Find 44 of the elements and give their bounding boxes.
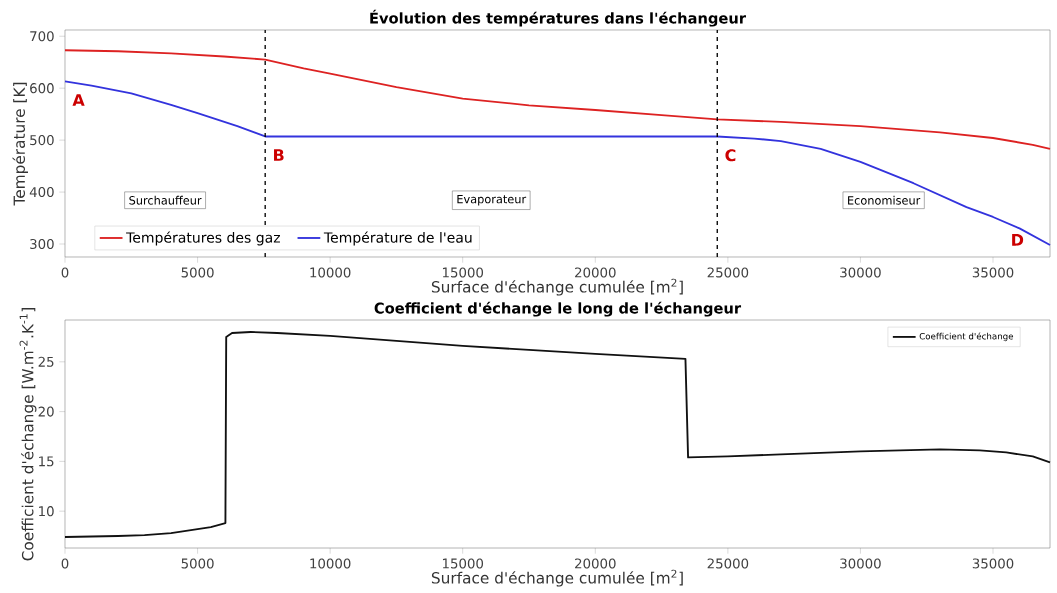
x-tick-label: 30000 xyxy=(840,558,881,569)
legend-label: Coefficient d'échange xyxy=(919,332,1014,342)
x-tick-label: 30000 xyxy=(840,267,881,278)
x-tick-label: 25000 xyxy=(707,558,749,569)
y-tick-label: 15 xyxy=(39,456,54,467)
y-tick-label: 500 xyxy=(30,135,54,146)
annotation: C xyxy=(725,149,736,162)
chart-title: Coefficient d'échange le long de l'échangeur xyxy=(374,301,742,317)
y-tick-label: 700 xyxy=(30,31,54,42)
x-tick-label: 15000 xyxy=(442,267,484,278)
x-axis-title: Surface d'échange cumulée [m$^{2}$] xyxy=(431,278,683,296)
x-tick-label: 5000 xyxy=(181,267,214,278)
x-tick-label: 10000 xyxy=(310,558,351,569)
y-tick-label: 20 xyxy=(38,406,54,417)
x-tick-label: 35000 xyxy=(972,558,1014,569)
y-tick-label: 600 xyxy=(30,83,54,94)
x-tick-label: 25000 xyxy=(707,267,749,278)
x-tick-label: 20000 xyxy=(575,267,616,278)
x-axis-title: Surface d'échange cumulée [m$^{2}$] xyxy=(431,569,683,587)
y-tick-label: 400 xyxy=(29,187,54,198)
x-tick-label: 5000 xyxy=(181,558,214,569)
chart-title: Évolution des températures dans l'échangeur xyxy=(370,9,746,27)
y-tick-label: 25 xyxy=(38,356,54,367)
annotation: Surchauffeur xyxy=(129,195,202,205)
x-tick-label: 0 xyxy=(61,267,69,278)
y-tick-label: 300 xyxy=(30,238,54,250)
line-series xyxy=(64,331,1051,538)
annotation: Economiseur xyxy=(848,195,921,205)
legend-label: Température de l'eau xyxy=(323,231,472,246)
x-tick-label: 15000 xyxy=(442,558,484,569)
legend-label: Températures des gaz xyxy=(126,231,280,246)
annotation: Evaporateur xyxy=(457,194,527,206)
y-tick-label: 10 xyxy=(39,506,54,517)
x-tick-label: 10000 xyxy=(310,267,351,278)
line-series xyxy=(64,80,1051,246)
x-tick-label: 35000 xyxy=(972,267,1014,278)
y-axis-title: Coefficient d'échange [W.m$^{-2}$.K$^{-1}$] xyxy=(19,308,37,561)
annotation: D xyxy=(1012,234,1024,246)
x-tick-label: 20000 xyxy=(575,558,616,569)
annotation: A xyxy=(72,94,85,106)
line-series xyxy=(64,49,1051,150)
y-axis-title: Température [K] xyxy=(12,82,28,206)
annotation: B xyxy=(274,149,284,161)
x-tick-label: 0 xyxy=(61,558,69,569)
